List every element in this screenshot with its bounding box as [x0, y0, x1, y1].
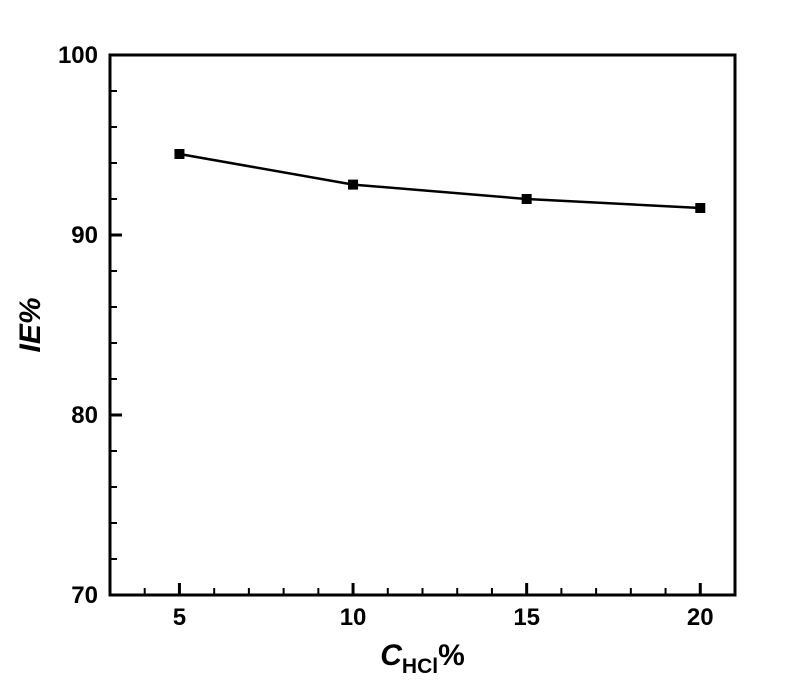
- y-tick-label: 80: [71, 402, 98, 429]
- x-tick-label: 5: [173, 604, 186, 631]
- x-axis-label: CHCl%: [380, 639, 465, 678]
- series-line: [179, 154, 700, 208]
- y-tick-label: 70: [71, 582, 98, 609]
- series-marker: [695, 203, 705, 213]
- x-tick-label: 20: [687, 604, 714, 631]
- y-tick-label: 90: [71, 222, 98, 249]
- x-tick-label: 10: [340, 604, 367, 631]
- series-marker: [174, 149, 184, 159]
- x-tick-label: 15: [513, 604, 540, 631]
- y-tick-label: 100: [58, 42, 98, 69]
- line-chart: 5 10 15 20 70 80 90 100 CHCl% IE%: [0, 0, 800, 697]
- plot-frame: [110, 55, 735, 595]
- chart-container: 5 10 15 20 70 80 90 100 CHCl% IE%: [0, 0, 800, 697]
- series-marker: [348, 180, 358, 190]
- series-marker: [522, 194, 532, 204]
- y-axis-label: IE%: [14, 297, 47, 352]
